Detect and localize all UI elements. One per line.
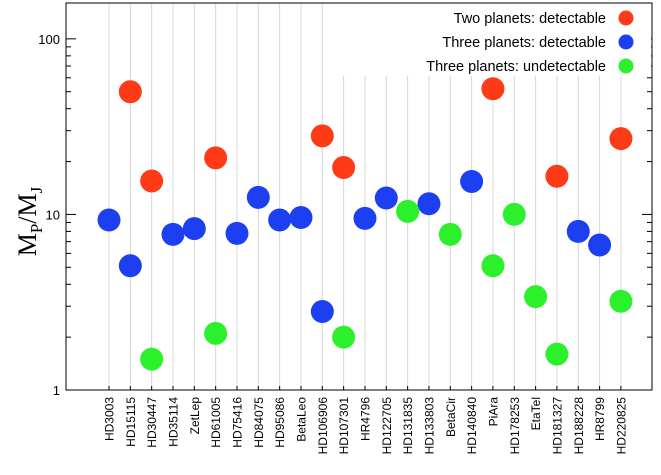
data-point-s3-betacir xyxy=(438,222,462,246)
data-point-s2-hd106906 xyxy=(310,299,334,323)
x-tick-label-hd133803: HD133803 xyxy=(422,397,436,455)
legend-marker-3 xyxy=(618,58,634,74)
data-points xyxy=(97,77,633,371)
y-tick-label: 10 xyxy=(46,207,60,222)
x-tick-label-hd178253: HD178253 xyxy=(508,397,522,455)
data-point-s3-hd220825 xyxy=(609,289,633,313)
y-axis-label-part: / xyxy=(13,216,42,224)
data-point-s2-hr8799 xyxy=(588,233,612,257)
data-point-s2-hd122705 xyxy=(374,186,398,210)
data-point-s2-hd75416 xyxy=(225,221,249,245)
x-tick-label-hd30447: HD30447 xyxy=(145,397,159,448)
y-axis-label-part: M xyxy=(13,193,42,216)
x-tick-label-piara: PiAra xyxy=(486,397,500,427)
x-tick-label-hr8799: HR8799 xyxy=(593,397,607,441)
x-tick-label-zetlep: ZetLep xyxy=(188,397,202,435)
x-tick-label-hd181327: HD181327 xyxy=(550,397,564,455)
legend-label-1: Two planets: detectable xyxy=(454,11,606,27)
data-point-s2-hd133803 xyxy=(417,192,441,216)
y-axis-label-part: M xyxy=(13,233,42,256)
y-tick-label: 1 xyxy=(53,383,60,398)
y-axis-label-part: J xyxy=(27,186,46,193)
legend-marker-1 xyxy=(618,10,634,26)
data-point-s2-hd3003 xyxy=(97,208,121,232)
data-point-s2-hd84075 xyxy=(246,185,270,209)
data-point-s2-hr4796 xyxy=(353,206,377,230)
data-point-s1-hd106906 xyxy=(310,124,334,148)
legend: Two planets: detectable Three planets: de… xyxy=(334,4,651,76)
data-point-s2-hd140840 xyxy=(460,169,484,193)
x-tick-label-betacir: BetaCir xyxy=(444,397,458,437)
data-point-s1-hd30447 xyxy=(140,169,164,193)
x-tick-label-hd131835: HD131835 xyxy=(401,397,415,455)
x-tick-label-hd140840: HD140840 xyxy=(465,397,479,455)
legend-marker-2 xyxy=(618,34,634,50)
data-point-s3-hd131835 xyxy=(396,199,420,223)
x-tick-label-hd122705: HD122705 xyxy=(380,397,394,455)
data-point-s3-hd107301 xyxy=(332,325,356,349)
data-point-s2-hd35114 xyxy=(161,222,185,246)
x-tick-label-hd15115: HD15115 xyxy=(124,397,138,447)
data-point-s1-hd61005 xyxy=(204,146,228,170)
legend-label-2: Three planets: detectable xyxy=(442,35,606,51)
x-axis-tick-labels: HD3003 HD15115 HD30447 HD35114 ZetLep HD61005… xyxy=(103,386,628,455)
plot-area-frame xyxy=(65,2,653,391)
data-point-s3-etatel xyxy=(524,285,548,309)
legend-label-3: Three planets: undetectable xyxy=(426,59,606,75)
data-point-s2-hd15115 xyxy=(118,254,142,278)
data-point-s3-piara xyxy=(481,254,505,278)
data-point-s1-hd107301 xyxy=(332,156,356,180)
data-point-s1-hd181327 xyxy=(545,164,569,188)
x-tick-label-hd95086: HD95086 xyxy=(273,397,287,448)
x-tick-label-hd61005: HD61005 xyxy=(209,397,223,448)
data-point-s2-betaleo xyxy=(289,206,313,230)
x-tick-label-hd84075: HD84075 xyxy=(252,397,266,448)
data-point-s3-hd181327 xyxy=(545,342,569,366)
data-point-s3-hd30447 xyxy=(140,347,164,371)
data-point-s2-hd188228 xyxy=(566,219,590,243)
y-axis-label: MP/MJ xyxy=(13,186,46,256)
data-point-s1-piara xyxy=(481,77,505,101)
data-point-s1-hd220825 xyxy=(609,127,633,151)
x-tick-label-betaleo: BetaLeo xyxy=(294,397,308,442)
data-point-s1-hd15115 xyxy=(118,80,142,104)
data-point-s3-hd61005 xyxy=(204,321,228,345)
x-tick-label-etatel: EtaTel xyxy=(529,397,543,430)
data-point-s2-hd95086 xyxy=(268,208,292,232)
y-tick-label: 100 xyxy=(38,32,60,47)
x-tick-label-hd106906: HD106906 xyxy=(316,397,330,455)
x-tick-label-hd3003: HD3003 xyxy=(103,397,117,441)
data-point-s2-zetlep xyxy=(182,217,206,241)
x-tick-label-hd75416: HD75416 xyxy=(230,397,244,448)
x-tick-label-hr4796: HR4796 xyxy=(358,397,372,441)
x-tick-label-hd220825: HD220825 xyxy=(614,397,628,455)
x-tick-label-hd107301: HD107301 xyxy=(337,397,351,455)
x-tick-label-hd35114: HD35114 xyxy=(166,397,180,447)
legend-background xyxy=(334,4,651,76)
y-axis-ticks: 1 10 100 xyxy=(38,32,652,398)
x-tick-label-hd188228: HD188228 xyxy=(572,397,586,455)
data-point-s3-hd178253 xyxy=(502,202,526,226)
y-axis-label-part: P xyxy=(27,224,46,233)
